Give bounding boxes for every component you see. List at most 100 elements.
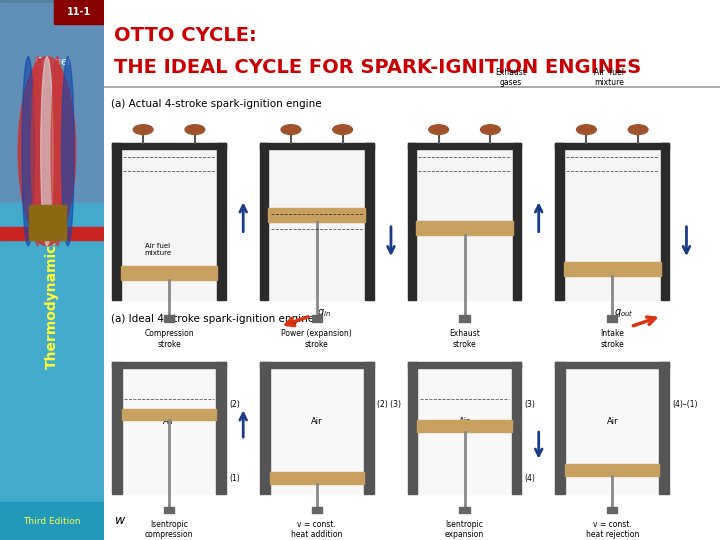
Ellipse shape [62,57,74,246]
Text: Air  fuel
mixture: Air fuel mixture [594,68,624,87]
Ellipse shape [41,57,53,246]
Bar [418,368,512,494]
Ellipse shape [51,57,63,246]
Text: $q_{out}$: $q_{out}$ [614,307,634,319]
Text: Çengel: Çengel [34,57,71,67]
Ellipse shape [629,125,648,134]
Text: Air: Air [163,417,175,426]
Bar [121,266,217,280]
Text: Third Edition: Third Edition [24,517,81,525]
Text: (4)–(1): (4)–(1) [672,400,698,409]
Bar [459,315,469,322]
Bar [513,143,521,300]
Text: Boles: Boles [38,79,66,89]
Text: Thermodynamics: Thermodynamics [45,235,59,369]
Bar [365,143,374,300]
Ellipse shape [22,57,35,246]
Ellipse shape [133,125,153,134]
Ellipse shape [185,125,204,134]
Text: $q_{in}$: $q_{in}$ [317,307,330,319]
Bar [270,368,364,494]
Bar [0,502,104,540]
Text: Intake
stroke: Intake stroke [600,329,624,349]
Text: v = const.
heat rejection: v = const. heat rejection [585,520,639,539]
Bar [555,143,669,148]
Bar [217,143,226,300]
Text: v = const.
heat addition: v = const. heat addition [291,520,343,539]
Bar [30,205,66,240]
Bar [112,143,121,300]
Text: OTTO CYCLE:: OTTO CYCLE: [114,25,256,45]
Text: THE IDEAL CYCLE FOR SPARK-IGNITION ENGINES: THE IDEAL CYCLE FOR SPARK-IGNITION ENGIN… [114,58,641,77]
Bar [260,362,270,494]
Text: (2) (3): (2) (3) [377,400,401,409]
Ellipse shape [429,125,449,134]
Bar [408,362,418,494]
Bar [260,362,374,368]
Bar [112,362,122,494]
Text: Exhaust
stroke: Exhaust stroke [449,329,480,349]
Bar [408,143,416,300]
Bar [122,368,216,494]
Bar [269,149,365,300]
Text: Exhaust
gases: Exhaust gases [495,68,526,87]
Bar [555,362,669,368]
Bar [0,0,104,240]
Bar [555,143,564,300]
Bar [0,3,104,229]
Text: (a) Ideal 4-stroke spark-ignition engine: (a) Ideal 4-stroke spark-ignition engine [111,314,314,323]
Bar [416,149,513,300]
Bar [565,464,660,476]
Text: Isentropic
compression: Isentropic compression [145,520,193,539]
Text: (4): (4) [525,474,536,483]
Bar [512,362,521,494]
Bar [312,315,322,322]
Bar [607,315,617,322]
Text: Compression
stroke: Compression stroke [144,329,194,349]
Text: Air fuel
mixture: Air fuel mixture [145,243,171,256]
Bar [121,149,217,300]
Text: Air: Air [459,417,470,426]
Text: (2): (2) [229,400,240,409]
Bar [564,149,660,300]
Bar [122,409,216,421]
Text: Power (expansion)
stroke: Power (expansion) stroke [282,329,352,349]
Bar [269,207,365,222]
Ellipse shape [32,57,44,246]
Bar [418,420,512,431]
Bar [408,143,521,148]
Bar [312,507,322,512]
Bar [54,0,104,24]
Bar [555,362,565,494]
Bar [459,507,469,512]
Ellipse shape [577,125,596,134]
Bar [607,507,617,512]
Bar [164,315,174,322]
Bar [564,261,660,276]
Text: Isentropic
expansion: Isentropic expansion [445,520,484,539]
Bar [260,143,269,300]
Ellipse shape [281,125,301,134]
Text: Air: Air [311,417,323,426]
Text: Air: Air [606,417,618,426]
Bar [660,143,669,300]
Bar [164,507,174,512]
Text: (a) Actual 4-stroke spark-ignition engine: (a) Actual 4-stroke spark-ignition engin… [111,99,321,109]
Ellipse shape [18,57,76,246]
Bar [408,362,521,368]
Bar [416,221,513,235]
Text: $\mathit{w}$: $\mathit{w}$ [114,514,126,526]
Bar [565,368,660,494]
Bar [112,143,226,148]
Bar [112,362,226,368]
Text: (1): (1) [229,474,240,483]
Ellipse shape [480,125,500,134]
Bar [216,362,226,494]
Bar [660,362,669,494]
Bar [270,472,364,484]
Bar [0,202,104,502]
Text: (3): (3) [525,400,536,409]
Text: 11-1: 11-1 [67,8,91,17]
Bar [260,143,374,148]
Bar [0,227,104,240]
